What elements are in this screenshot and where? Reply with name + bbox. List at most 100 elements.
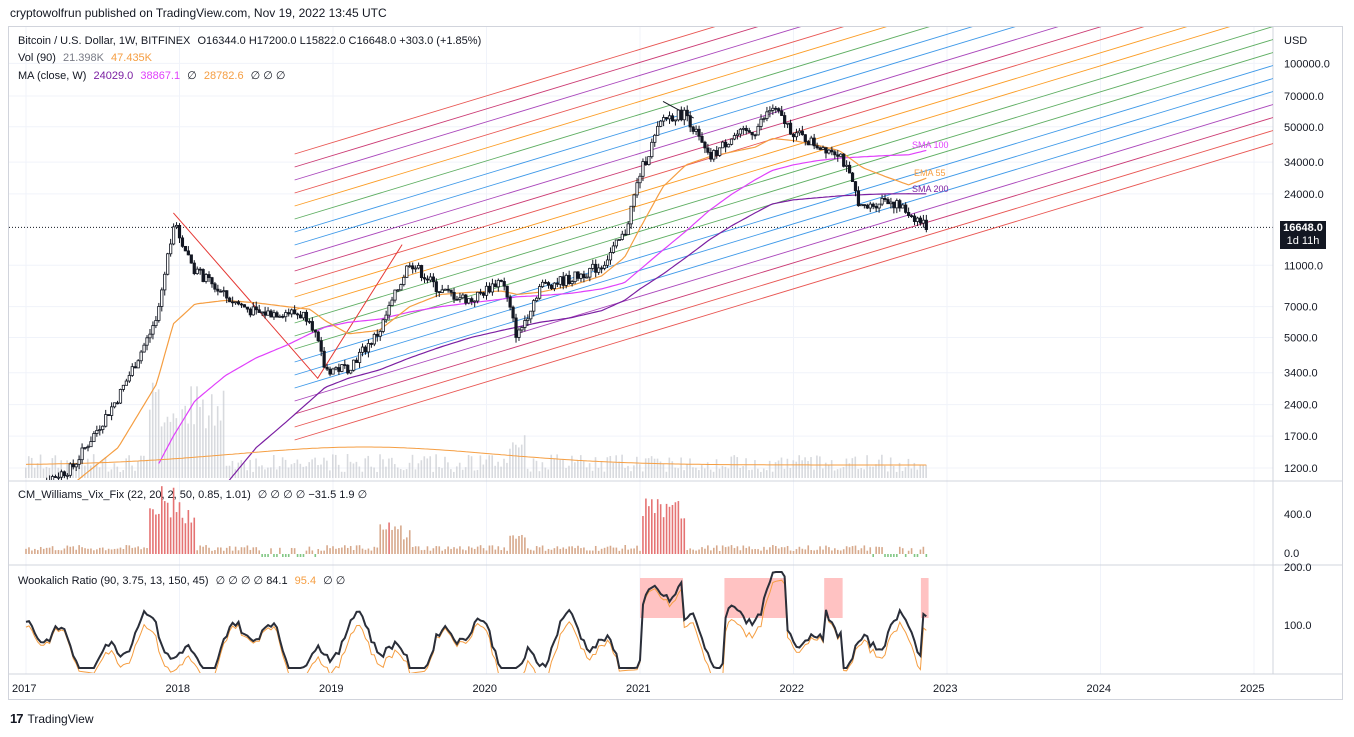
candle-body: [107, 414, 111, 416]
channel-line: [294, 52, 1273, 350]
volume-bar: [51, 458, 54, 478]
vix-bar: [583, 547, 585, 554]
channel-line: [294, 143, 1273, 441]
candle-body: [43, 485, 45, 486]
volume-bar: [272, 455, 275, 478]
volume-bar: [27, 456, 30, 478]
candle-body: [95, 429, 99, 434]
vix-bar: [529, 549, 532, 554]
vix-bar: [305, 550, 308, 554]
vix-bar: [45, 547, 48, 554]
vix-bar: [863, 545, 866, 554]
vix-bar: [627, 549, 629, 554]
publish-caption: cryptowolfrun published on TradingView.c…: [10, 6, 387, 20]
volume-bar: [246, 470, 248, 478]
vix-bar: [913, 554, 916, 557]
vix-bar: [718, 550, 721, 554]
volume-bar: [314, 457, 316, 478]
volume-bar: [464, 467, 467, 478]
candle-body: [626, 223, 630, 235]
regression-channel-lines: [294, 27, 1273, 441]
tradingview-logo-icon[interactable]: 17: [10, 711, 24, 726]
vix-bar: [760, 550, 762, 554]
volume-bar: [644, 458, 647, 478]
vix-bar: [872, 554, 875, 557]
candle-body: [543, 281, 548, 284]
candle-body: [496, 279, 500, 288]
candle-body: [821, 147, 825, 150]
legend-ma: MA (close, W) 24029.0 38867.1 ∅ 28782.6 …: [18, 69, 290, 82]
candle-body: [709, 151, 713, 160]
candle-body: [334, 367, 338, 370]
candle-body: [77, 459, 81, 465]
vix-bar: [547, 548, 550, 554]
volume-bar: [479, 455, 482, 478]
candle-body: [145, 337, 149, 346]
volume-bar: [907, 458, 910, 478]
ratio-lines: [25, 571, 929, 673]
candle-body: [363, 346, 368, 353]
vix-bar: [137, 546, 139, 554]
volume-bar: [408, 462, 411, 478]
volume-bar: [898, 462, 901, 478]
ratio-value-b: 95.4: [294, 575, 317, 587]
candle-body: [638, 175, 642, 184]
volume-bar: [801, 460, 803, 478]
candle-body: [80, 447, 84, 461]
volume-bar: [901, 470, 904, 478]
footer-brand[interactable]: TradingView: [27, 711, 94, 726]
vix-bar: [639, 550, 641, 554]
vix-bar: [314, 554, 317, 557]
channel-line: [294, 91, 1273, 389]
candle-body: [381, 319, 385, 332]
candle-body: [535, 297, 539, 302]
volume-bar: [765, 470, 768, 478]
volume-bar: [574, 462, 576, 478]
candle-body: [154, 320, 158, 327]
candle-body: [278, 315, 282, 318]
vix-bar: [54, 550, 57, 554]
candle-body: [284, 312, 288, 318]
vix-bar: [724, 547, 727, 554]
ma-annotations: SMA 100 EMA 55 SMA 200: [912, 140, 949, 194]
candle-body: [594, 263, 598, 273]
volume-bar: [736, 457, 739, 478]
year-label: 2018: [166, 683, 190, 695]
symbol-name[interactable]: Bitcoin / U.S. Dollar, 1W, BITFINEX: [18, 35, 191, 47]
volume-bar: [184, 405, 187, 478]
volume-bar: [609, 455, 612, 478]
vix-bar: [308, 546, 311, 554]
bar-countdown: 1d 11h: [1286, 235, 1320, 247]
candle-body: [74, 463, 78, 468]
vix-label[interactable]: CM_Williams_Vix_Fix (22, 20, 2, 50, 0.85…: [18, 489, 251, 501]
chart-frame[interactable]: [8, 26, 1343, 700]
vix-bar: [175, 512, 178, 554]
volume-bar: [299, 463, 302, 478]
volume-bar: [798, 455, 801, 478]
candle-body: [210, 277, 214, 285]
candle-body: [366, 343, 371, 353]
volume-bar: [461, 469, 464, 478]
volume-bar: [444, 456, 446, 478]
candle-body: [573, 271, 577, 283]
candle-body: [670, 115, 675, 122]
ma-label[interactable]: MA (close, W): [18, 70, 87, 82]
vol-label[interactable]: Vol (90): [18, 52, 56, 64]
vix-bar: [376, 547, 379, 554]
vix-bar: [290, 547, 293, 554]
candle-body: [691, 126, 695, 132]
candle-body: [889, 201, 893, 205]
price-tick-label: 3400.0: [1284, 368, 1318, 380]
vix-bar: [435, 546, 438, 554]
volume-bar: [89, 465, 92, 478]
candle-body: [461, 294, 465, 299]
volume-bar: [860, 467, 862, 478]
volume-bar: [379, 454, 381, 478]
ratio-label[interactable]: Wookalich Ratio (90, 3.75, 13, 150, 45): [18, 575, 209, 587]
vix-bar: [473, 548, 476, 554]
vix-bar: [789, 550, 792, 554]
volume-bar: [889, 457, 892, 478]
candle-body: [753, 134, 757, 137]
candle-body: [540, 281, 545, 287]
